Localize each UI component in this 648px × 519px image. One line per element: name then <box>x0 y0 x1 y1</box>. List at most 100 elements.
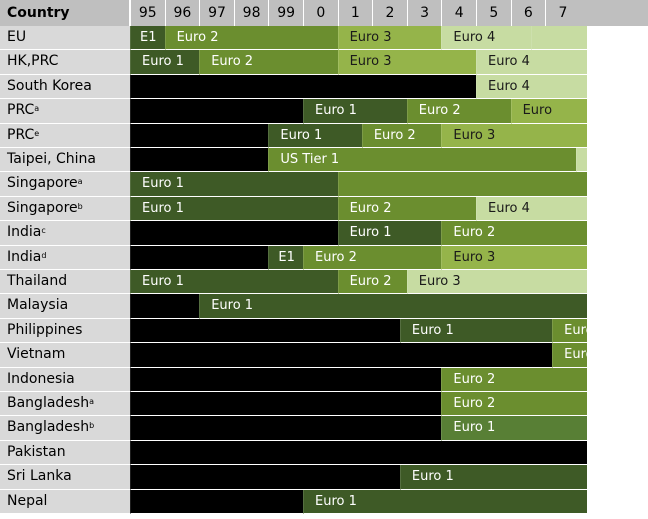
segment-label: Euro 1 <box>411 469 454 485</box>
segment-label: Euro 4 <box>488 54 530 70</box>
segment-label: Euro 3 <box>349 30 392 45</box>
segment-label: Euro 1 <box>142 54 184 70</box>
country-name: India <box>7 224 42 241</box>
standard-segment <box>531 26 587 51</box>
country-footnote-marker: b <box>89 421 95 431</box>
standard-segment: Euro 1 <box>130 196 338 222</box>
year-header-6: 6 <box>510 0 546 26</box>
segment-label: Euro 1 <box>211 298 254 314</box>
country-label: Vietnam <box>0 343 130 368</box>
standard-segment <box>130 440 587 466</box>
standard-segment: Euro 2 <box>164 26 338 51</box>
country-name: PRC <box>7 102 35 119</box>
standard-segment: Euro 2 <box>337 196 476 222</box>
country-name: Taipei, China <box>7 151 96 167</box>
standard-segment <box>130 367 442 392</box>
country-footnote-marker: c <box>41 226 46 236</box>
country-label: Nepal <box>0 489 130 514</box>
standard-segment <box>130 221 338 246</box>
year-header-5: 5 <box>476 0 511 26</box>
standard-segment <box>130 343 553 368</box>
country-name: Vietnam <box>7 346 66 363</box>
standard-segment <box>130 99 303 124</box>
country-label: South Korea <box>0 74 130 100</box>
country-label: HK,PRC <box>0 50 130 75</box>
standard-segment: Euro <box>510 99 587 124</box>
segment-label: Euro 2 <box>453 371 496 387</box>
country-footnote-marker: a <box>34 104 40 114</box>
standard-segment: Euro <box>552 343 587 368</box>
country-label: Bangladesha <box>0 392 130 417</box>
standard-segment: Euro 2 <box>337 270 407 295</box>
standard-segment: Euro 1 <box>441 416 587 441</box>
standard-segment: Euro 3 <box>406 270 587 295</box>
standard-segment: Euro 1 <box>303 99 407 124</box>
country-name: PRC <box>7 126 35 143</box>
country-name: Thailand <box>7 273 68 289</box>
segment-label: Euro 1 <box>315 493 357 509</box>
standard-segment: Euro 4 <box>441 26 532 51</box>
year-header-99: 99 <box>268 0 303 26</box>
segment-label: Euro <box>564 322 587 338</box>
year-header-95: 95 <box>130 0 165 26</box>
country-label: PRCa <box>0 99 130 124</box>
standard-segment: Euro 2 <box>199 50 338 75</box>
standard-segment: Euro 2 <box>406 99 511 124</box>
standard-segment <box>576 148 587 173</box>
country-name: Nepal <box>7 492 48 509</box>
standard-segment <box>130 392 442 417</box>
segment-label: Euro 3 <box>418 274 461 289</box>
standard-segment: Euro 2 <box>361 123 442 148</box>
country-label: Bangladeshb <box>0 416 130 441</box>
standard-segment: E1 <box>268 245 303 270</box>
standard-segment: Euro 3 <box>337 26 442 51</box>
country-label: Indonesia <box>0 367 130 392</box>
standard-segment: Euro 3 <box>441 123 587 148</box>
country-name: Singapore <box>7 199 78 216</box>
standard-segment: E1 <box>130 26 165 51</box>
country-footnote-marker: a <box>77 177 83 187</box>
standard-segment: Euro 2 <box>441 392 587 417</box>
standard-segment: Euro 3 <box>441 245 587 270</box>
standard-segment: Euro 1 <box>268 123 362 148</box>
segment-label: Euro 2 <box>453 225 496 241</box>
segment-label: Euro 3 <box>453 127 496 143</box>
year-header-7: 7 <box>545 0 580 26</box>
segment-label: Euro 2 <box>349 200 392 216</box>
standard-segment <box>130 318 400 344</box>
standard-segment: Euro 2 <box>303 245 442 270</box>
segment-label: Euro 2 <box>453 396 496 411</box>
country-name: Philippines <box>7 321 83 338</box>
standard-segment <box>130 148 269 173</box>
year-header-1: 1 <box>337 0 373 26</box>
country-label: Indiad <box>0 245 130 270</box>
country-name: Malaysia <box>7 297 69 314</box>
year-header-97: 97 <box>199 0 234 26</box>
country-name: HK,PRC <box>7 53 59 70</box>
country-footnote-marker: d <box>41 250 47 260</box>
standard-segment: Euro 2 <box>441 221 587 246</box>
segment-label: Euro 1 <box>411 322 454 338</box>
standard-segment: Euro 4 <box>476 196 587 222</box>
year-header-0: 0 <box>303 0 338 26</box>
segment-label: Euro 2 <box>349 274 392 289</box>
year-header-96: 96 <box>164 0 200 26</box>
standard-segment: Euro <box>552 318 587 344</box>
country-label: Taipei, China <box>0 148 130 173</box>
standard-segment: Euro 1 <box>303 489 587 514</box>
standard-segment: Euro 1 <box>130 270 338 295</box>
country-name: Bangladesh <box>7 419 90 436</box>
segment-label: E1 <box>278 249 295 265</box>
country-name: Indonesia <box>7 370 75 387</box>
country-label: Singaporea <box>0 172 130 197</box>
country-name: EU <box>7 29 27 45</box>
segment-label: Euro 2 <box>315 249 357 265</box>
segment-label: Euro <box>564 347 587 363</box>
standard-segment: Euro 1 <box>199 294 587 319</box>
standard-segment: Euro 1 <box>130 172 338 197</box>
standard-segment <box>130 74 476 100</box>
standard-segment <box>130 465 400 490</box>
segment-label: Euro 1 <box>142 176 184 192</box>
country-name: South Korea <box>7 77 92 94</box>
